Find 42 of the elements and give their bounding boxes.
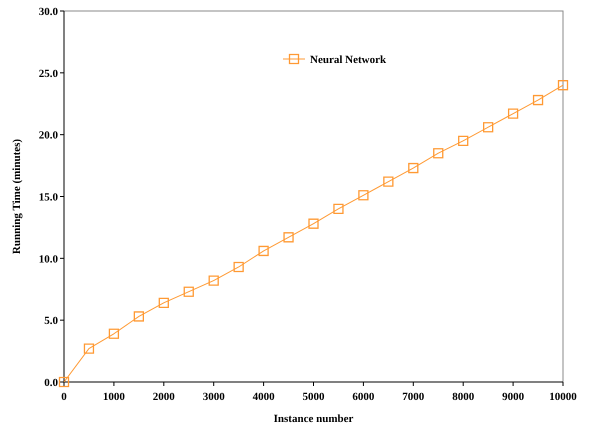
point	[258, 246, 269, 256]
point	[134, 311, 144, 322]
x-tick-label: 10000	[549, 391, 578, 403]
point	[358, 190, 369, 200]
point	[158, 298, 169, 308]
point	[108, 328, 120, 339]
point	[84, 343, 94, 354]
point	[333, 204, 344, 214]
point	[508, 108, 518, 119]
x-tick-label: 8000	[452, 391, 475, 403]
y-tick-label: 15.0	[38, 192, 58, 204]
point	[283, 232, 294, 242]
y-tick-label: 30.0	[38, 6, 58, 18]
point	[558, 80, 568, 90]
point	[458, 136, 468, 146]
legend-label: Neural Network	[310, 54, 387, 66]
y-tick-label: 25.0	[38, 68, 58, 80]
y-tick-label: 20.0	[38, 130, 58, 142]
point	[483, 122, 494, 132]
point	[383, 176, 394, 187]
point	[234, 262, 244, 272]
point	[532, 94, 544, 106]
point	[433, 148, 444, 158]
x-tick-label: 7000	[402, 391, 425, 403]
x-tick-label: 2000	[152, 391, 176, 403]
point	[208, 275, 219, 286]
x-tick-label: 5000	[302, 391, 325, 403]
x-tick-label: 4000	[252, 391, 276, 403]
point	[408, 162, 418, 174]
y-tick-label: 10.0	[38, 253, 58, 266]
x-tick-label: 9000	[502, 391, 525, 403]
x-tick-label: 6000	[352, 391, 375, 403]
x-tick-label: 3000	[202, 391, 226, 403]
y-axis-title: Running Time (minutes)	[11, 138, 23, 254]
point	[184, 286, 194, 297]
x-tick-label: 0	[61, 391, 68, 403]
x-tick-label: 1000	[102, 391, 126, 403]
x-axis-title: Instance number	[274, 413, 354, 425]
point	[58, 376, 70, 388]
point	[308, 218, 319, 229]
y-tick-label: 0.0	[44, 377, 58, 389]
y-tick-label: 5.0	[44, 315, 58, 328]
